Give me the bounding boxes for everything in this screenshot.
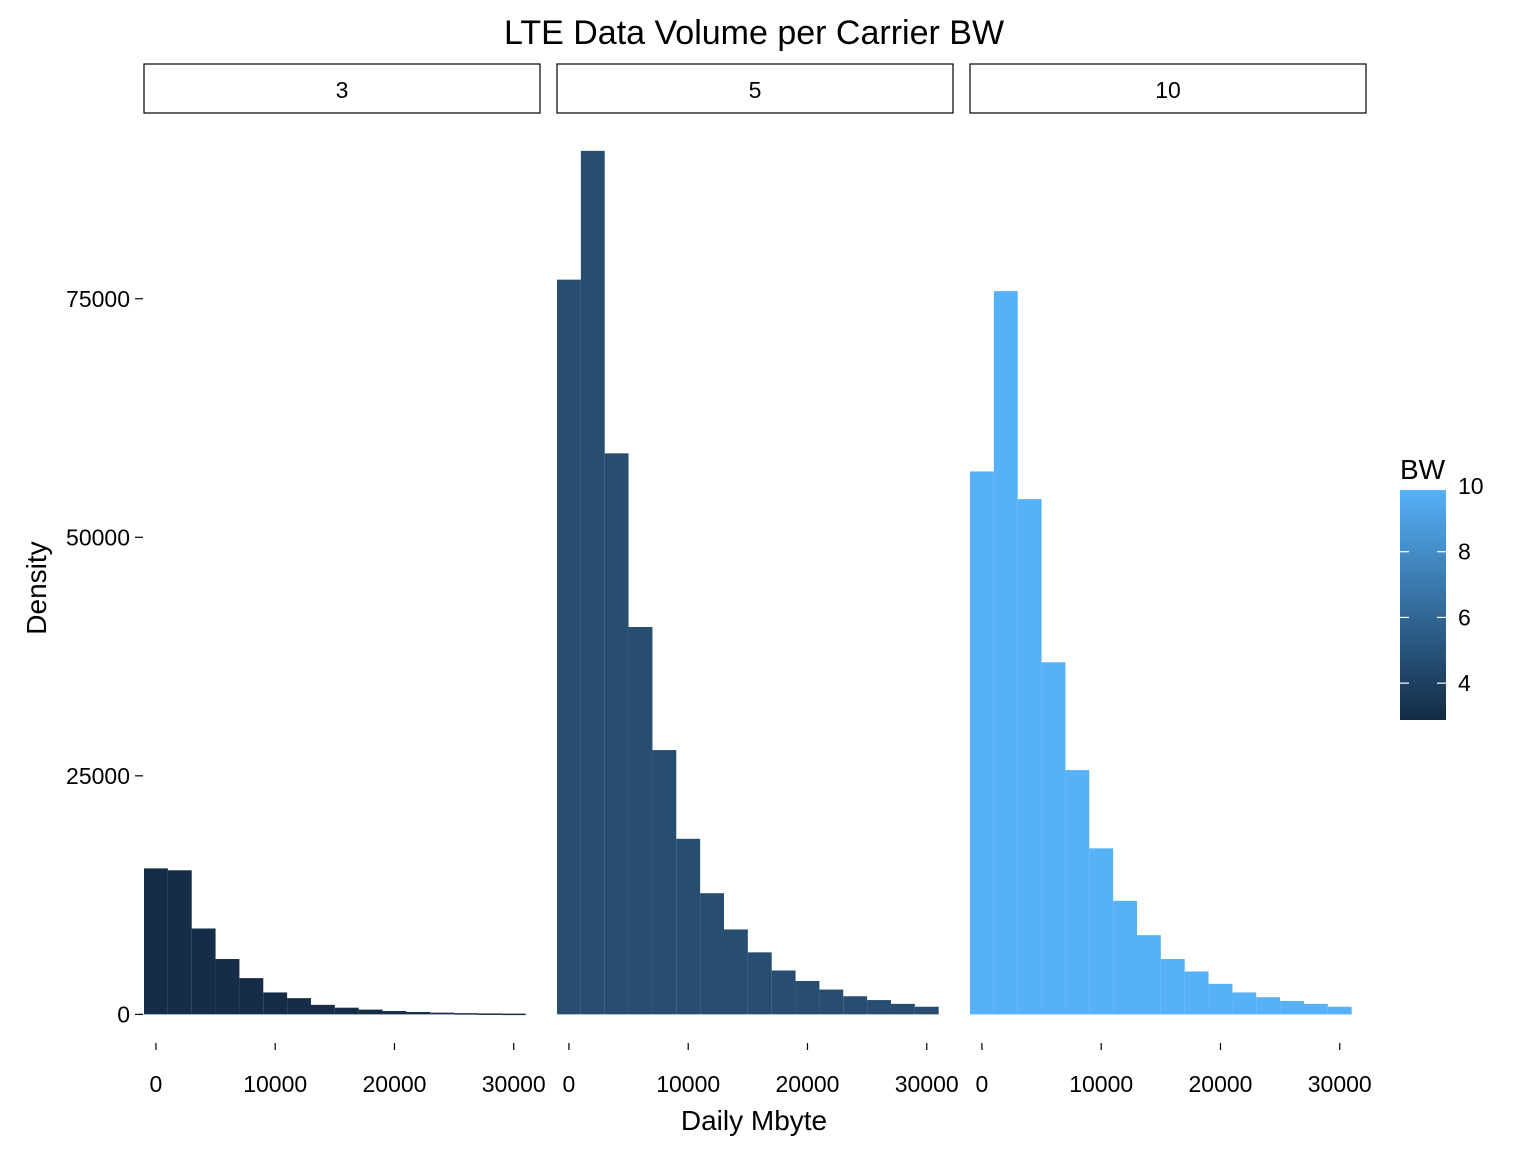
x-tick-label: 0 (150, 1071, 163, 1097)
histogram-bar (747, 952, 772, 1015)
x-tick-label: 10000 (656, 1071, 720, 1097)
legend-tick-label: 6 (1458, 604, 1471, 630)
histogram-bar (795, 980, 820, 1015)
histogram-bar (1303, 1003, 1328, 1015)
x-tick-label: 10000 (1069, 1071, 1133, 1097)
y-tick-label: 75000 (66, 286, 130, 312)
x-tick-label: 0 (563, 1071, 576, 1097)
histogram-bar (191, 928, 216, 1015)
histogram-bar (1113, 900, 1137, 1015)
x-axis-title: Daily Mbyte (681, 1105, 827, 1136)
histogram-bar (1256, 997, 1281, 1015)
histogram-bar (430, 1012, 455, 1015)
histogram-bar (167, 870, 192, 1015)
histogram-bar (1280, 1001, 1304, 1015)
histogram-bar (867, 1000, 891, 1015)
facet-panel-3: 3 0 10000 20000 30000 (143, 63, 546, 1097)
y-tick-label: 0 (117, 1001, 130, 1027)
y-axis-title: Density (21, 541, 52, 634)
histogram-bar (970, 471, 994, 1015)
histogram-bar (454, 1013, 478, 1015)
x-tick-label: 30000 (1308, 1071, 1372, 1097)
histogram-bar (604, 453, 629, 1015)
histogram-bar (358, 1009, 383, 1015)
legend-title: BW (1400, 454, 1446, 485)
chart-title: LTE Data Volume per Carrier BW (504, 14, 1004, 52)
x-tick-label: 20000 (362, 1071, 426, 1097)
x-tick-label: 30000 (482, 1071, 546, 1097)
legend-tick-label: 10 (1458, 473, 1484, 499)
histogram-bar (914, 1006, 939, 1015)
histogram-bar (557, 279, 581, 1015)
histogram-bar (477, 1013, 502, 1015)
histogram-bar (1160, 959, 1185, 1015)
histogram-bar (890, 1003, 915, 1015)
histogram-bar (993, 291, 1018, 1015)
facet-panel-10: 10 0 10000 20000 30000 (969, 63, 1372, 1097)
histogram-bar (819, 989, 844, 1015)
histogram-bar (501, 1013, 526, 1016)
y-axis: 0 25000 50000 75000 (66, 286, 143, 1027)
histogram-bar (382, 1011, 407, 1015)
x-tick-label: 30000 (895, 1071, 959, 1097)
facet-strip (556, 63, 954, 114)
facet-strip-label: 10 (1155, 77, 1181, 103)
x-tick-label: 0 (976, 1071, 989, 1097)
histogram-bar (723, 929, 748, 1015)
histogram-bar (700, 893, 724, 1015)
histogram-bar (1184, 971, 1209, 1015)
histogram-bar (239, 978, 264, 1015)
histogram-bar (628, 626, 653, 1015)
histogram-bar (1017, 499, 1042, 1015)
histogram-bar (1232, 992, 1257, 1015)
histogram-bar (334, 1007, 359, 1015)
facet-panels: 3 0 10000 20000 30000 5 0 10000 20000 30000 10 0 100… (143, 63, 1372, 1097)
x-tick-label: 20000 (1188, 1071, 1252, 1097)
histogram-bar (1089, 848, 1114, 1015)
x-tick-label: 20000 (775, 1071, 839, 1097)
histogram-bar (1208, 983, 1233, 1015)
histogram-bar (1041, 662, 1066, 1015)
facet-strip (143, 63, 541, 114)
histogram-bar (287, 998, 311, 1015)
legend-colorbar (1400, 490, 1446, 720)
histogram-bar (843, 996, 868, 1015)
histogram-bar (771, 970, 796, 1015)
y-tick-label: 50000 (66, 524, 130, 550)
facet-strip-label: 5 (749, 77, 762, 103)
y-tick-label: 25000 (66, 763, 130, 789)
facet-strip (969, 63, 1367, 114)
facet-panel-5: 5 0 10000 20000 30000 (556, 63, 959, 1097)
histogram-bar (1065, 770, 1090, 1015)
histogram-bar (263, 992, 288, 1015)
histogram-bar (215, 959, 240, 1015)
legend-tick-label: 8 (1458, 539, 1471, 565)
histogram-bar (676, 838, 701, 1015)
histogram-bar (1327, 1006, 1352, 1015)
facet-strip-label: 3 (336, 77, 349, 103)
legend-tick-label: 4 (1458, 670, 1471, 696)
histogram-bar (652, 750, 677, 1015)
histogram-bar (144, 868, 168, 1015)
histogram-bar (406, 1011, 431, 1015)
histogram-bar (1136, 935, 1161, 1015)
histogram-bar (310, 1004, 335, 1015)
legend: BW 4 6 8 10 (1400, 454, 1484, 720)
x-tick-label: 10000 (243, 1071, 307, 1097)
histogram-bar (580, 150, 605, 1015)
